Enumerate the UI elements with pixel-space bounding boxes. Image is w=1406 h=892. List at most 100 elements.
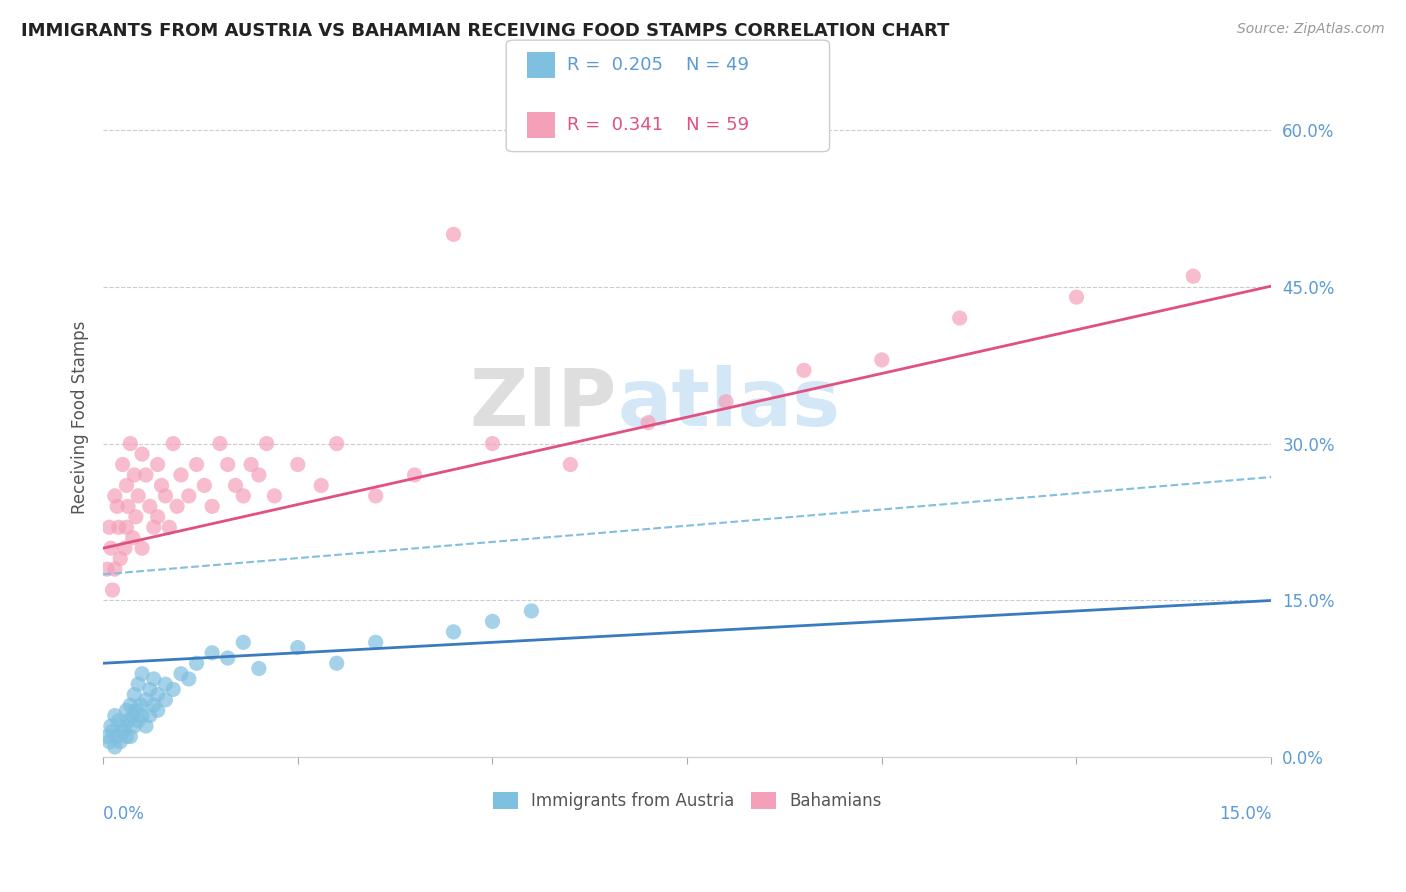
Point [111, 458, 134, 472]
Point [146, 458, 169, 472]
Point [125, 703, 148, 717]
Point [224, 478, 246, 492]
Point [139, 500, 162, 514]
Point [104, 708, 127, 723]
Point [146, 509, 169, 524]
Point [115, 703, 138, 717]
Point [162, 682, 184, 697]
Point [121, 708, 143, 723]
Point [193, 478, 215, 492]
Point [155, 677, 177, 691]
Point [142, 672, 165, 686]
Point [127, 714, 149, 728]
Point [177, 489, 200, 503]
Point [120, 698, 142, 712]
Point [256, 436, 278, 450]
Point [201, 646, 224, 660]
Point [121, 531, 143, 545]
Point [186, 458, 208, 472]
Point [127, 489, 149, 503]
Text: R =  0.205    N = 49: R = 0.205 N = 49 [567, 56, 748, 74]
Point [142, 520, 165, 534]
Point [124, 719, 146, 733]
Point [101, 724, 124, 739]
Point [201, 500, 224, 514]
Point [105, 730, 128, 744]
Point [443, 227, 465, 242]
Point [714, 394, 737, 409]
Point [100, 719, 122, 733]
Point [131, 708, 153, 723]
Point [208, 436, 231, 450]
Point [142, 698, 165, 712]
Point [240, 458, 263, 472]
Point [124, 688, 146, 702]
Point [637, 416, 659, 430]
Point [481, 615, 503, 629]
Point [520, 604, 543, 618]
Text: R =  0.341    N = 59: R = 0.341 N = 59 [567, 116, 749, 134]
Point [186, 657, 208, 671]
Point [139, 682, 162, 697]
Point [104, 489, 127, 503]
Point [104, 739, 127, 754]
Point [125, 509, 148, 524]
Point [217, 458, 239, 472]
Point [170, 467, 193, 482]
Point [105, 500, 128, 514]
Text: Source: ZipAtlas.com: Source: ZipAtlas.com [1237, 22, 1385, 37]
Point [325, 657, 347, 671]
Point [170, 666, 193, 681]
Point [104, 562, 127, 576]
Point [110, 551, 132, 566]
Point [127, 677, 149, 691]
Point [115, 730, 138, 744]
Point [247, 661, 270, 675]
Point [157, 520, 180, 534]
Point [309, 478, 332, 492]
Point [177, 672, 200, 686]
Point [364, 489, 387, 503]
Point [107, 520, 129, 534]
Text: ZIP: ZIP [470, 365, 617, 442]
Point [166, 500, 188, 514]
Point [115, 478, 138, 492]
Text: 0.0%: 0.0% [103, 805, 145, 823]
Point [263, 489, 285, 503]
Point [131, 541, 153, 556]
Point [217, 651, 239, 665]
Point [110, 735, 132, 749]
Point [560, 458, 582, 472]
Point [98, 520, 121, 534]
Point [131, 666, 153, 681]
Point [150, 478, 173, 492]
Point [364, 635, 387, 649]
Point [120, 436, 142, 450]
Point [325, 436, 347, 450]
Point [124, 467, 146, 482]
Point [114, 719, 136, 733]
Text: atlas: atlas [617, 365, 841, 442]
Point [146, 703, 169, 717]
Point [247, 467, 270, 482]
Point [481, 436, 503, 450]
Point [96, 562, 118, 576]
Point [101, 582, 124, 597]
Point [98, 735, 121, 749]
Point [870, 352, 893, 367]
Point [117, 500, 139, 514]
Point [139, 708, 162, 723]
Point [135, 467, 157, 482]
Point [100, 541, 122, 556]
Point [793, 363, 815, 377]
Point [404, 467, 426, 482]
Point [232, 489, 254, 503]
Legend: Immigrants from Austria, Bahamians: Immigrants from Austria, Bahamians [486, 786, 889, 817]
Point [135, 719, 157, 733]
Point [1066, 290, 1088, 304]
Point [949, 311, 972, 326]
Point [287, 640, 309, 655]
Point [162, 436, 184, 450]
Point [129, 698, 152, 712]
Text: IMMIGRANTS FROM AUSTRIA VS BAHAMIAN RECEIVING FOOD STAMPS CORRELATION CHART: IMMIGRANTS FROM AUSTRIA VS BAHAMIAN RECE… [21, 22, 949, 40]
